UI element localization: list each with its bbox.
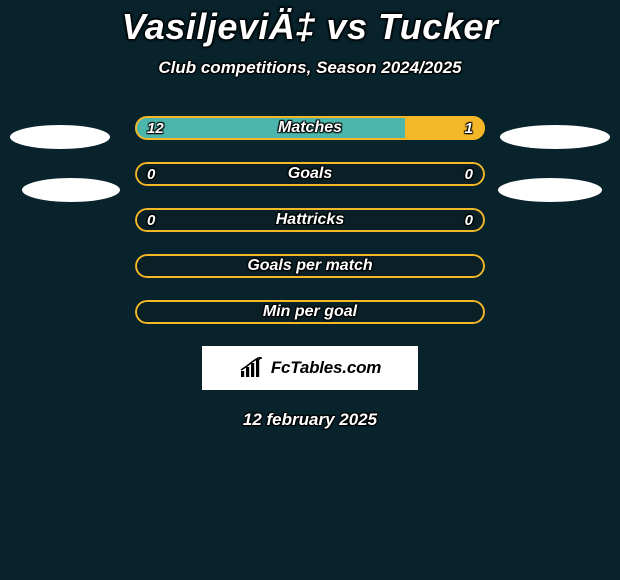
decor-ellipse [10, 125, 110, 149]
bar-label: Min per goal [135, 300, 485, 324]
chart-icon [239, 357, 265, 379]
bar-fill-right [405, 116, 486, 140]
stat-bar: Goals per match [135, 254, 485, 278]
bar-value-left: 0 [147, 162, 155, 186]
brand-badge: FcTables.com [202, 346, 418, 390]
decor-ellipse [498, 178, 602, 202]
decor-ellipse [22, 178, 120, 202]
bar-value-left: 0 [147, 208, 155, 232]
bar-label: Goals [135, 162, 485, 186]
stat-bar: 0 0Hattricks [135, 208, 485, 232]
bar-value-right: 0 [465, 208, 473, 232]
bar-value-right: 0 [465, 162, 473, 186]
stat-bar: 0 0Goals [135, 162, 485, 186]
brand-text: FcTables.com [271, 358, 381, 378]
decor-ellipse [500, 125, 610, 149]
stat-bars: 121Matches00Goals00HattricksGoals per ma… [135, 116, 485, 324]
subtitle: Club competitions, Season 2024/2025 [0, 58, 620, 78]
stat-bar: 121Matches [135, 116, 485, 140]
bar-fill-left [135, 116, 405, 140]
stat-bar: Min per goal [135, 300, 485, 324]
date-label: 12 february 2025 [0, 410, 620, 430]
page-title: VasiljeviÄ‡ vs Tucker [0, 0, 620, 48]
bar-label: Hattricks [135, 208, 485, 232]
bar-label: Goals per match [135, 254, 485, 278]
